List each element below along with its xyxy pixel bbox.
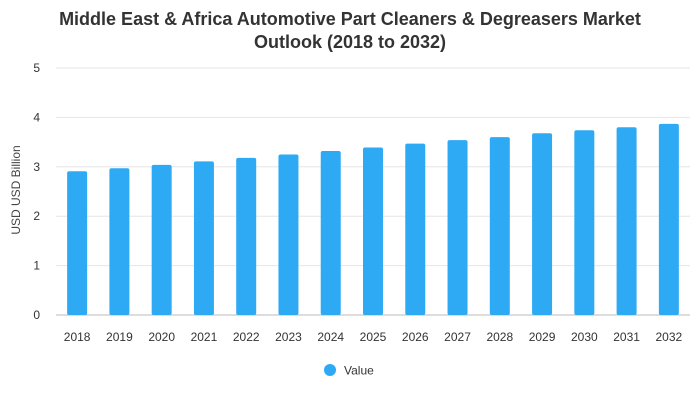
y-tick-label: 3: [33, 160, 40, 174]
x-tick-label: 2024: [317, 330, 344, 344]
bar-2019[interactable]: [109, 168, 130, 315]
x-tick-label: 2021: [191, 330, 218, 344]
bar-2031[interactable]: [616, 127, 637, 315]
legend-swatch-value: [324, 364, 336, 376]
bar-2028[interactable]: [489, 137, 510, 315]
bar-2025[interactable]: [363, 147, 383, 315]
bar-2026[interactable]: [405, 143, 426, 315]
bar-2027[interactable]: [447, 140, 468, 315]
x-tick-label: 2019: [106, 330, 133, 344]
x-tick-label: 2032: [656, 330, 683, 344]
y-axis-ticks: 0 1 2 3 4 5: [33, 61, 40, 322]
x-tick-label: 2029: [529, 330, 556, 344]
x-tick-label: 2022: [233, 330, 260, 344]
bar-2024[interactable]: [320, 150, 341, 315]
bars: [67, 123, 679, 316]
x-tick-label: 2023: [275, 330, 302, 344]
chart-title-line-1: Middle East & Africa Automotive Part Cle…: [59, 9, 641, 29]
bar-2030[interactable]: [574, 130, 595, 315]
y-tick-label: 4: [33, 110, 40, 124]
x-tick-label: 2031: [613, 330, 640, 344]
bar-2018[interactable]: [67, 171, 88, 315]
x-tick-label: 2018: [64, 330, 91, 344]
x-tick-label: 2028: [486, 330, 513, 344]
y-tick-label: 0: [33, 308, 40, 322]
y-tick-label: 2: [33, 209, 40, 223]
bar-2020[interactable]: [151, 164, 172, 315]
x-axis-ticks: 2018 2019 2020 2021 2022 2023 2024 2025 2026 2027…: [64, 330, 683, 344]
legend-label-value: Value: [344, 364, 374, 378]
x-tick-label: 2030: [571, 330, 598, 344]
bar-2032[interactable]: [658, 123, 679, 316]
x-tick-label: 2026: [402, 330, 429, 344]
bar-2022[interactable]: [236, 157, 257, 315]
y-tick-label: 1: [33, 259, 40, 273]
y-tick-label: 5: [33, 61, 40, 75]
bar-2023[interactable]: [278, 154, 299, 315]
legend[interactable]: Value: [324, 364, 374, 378]
y-axis-label: USD USD Billion: [9, 145, 23, 234]
bar-2021[interactable]: [193, 161, 214, 315]
x-tick-label: 2025: [360, 330, 387, 344]
chart-title-line-2: Outlook (2018 to 2032): [253, 32, 447, 52]
x-tick-label: 2027: [444, 330, 471, 344]
x-tick-label: 2020: [148, 330, 175, 344]
bar-2029[interactable]: [532, 133, 553, 315]
